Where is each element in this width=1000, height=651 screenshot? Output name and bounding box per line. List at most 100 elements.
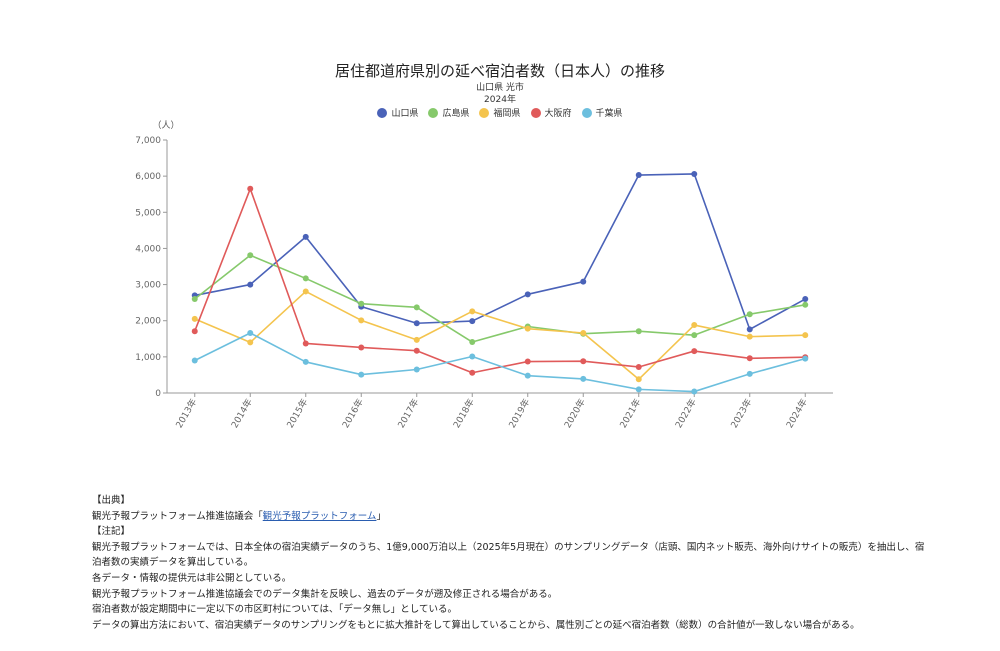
data-point bbox=[635, 386, 642, 393]
data-point bbox=[191, 296, 198, 303]
series-line-3 bbox=[194, 290, 806, 381]
data-point bbox=[524, 372, 531, 379]
data-point bbox=[247, 339, 254, 346]
note-line-5: データの算出方法において、宿泊実績データのサンプリングをもとに拡大推計をして算出… bbox=[92, 619, 860, 631]
source-line: 観光予報プラットフォーム推進協議会「観光予報プラットフォーム」 bbox=[92, 509, 932, 525]
legend-item-hiroshima[interactable]: 広島県 bbox=[428, 106, 469, 119]
data-point bbox=[524, 325, 531, 332]
data-point bbox=[580, 278, 587, 285]
data-point bbox=[247, 185, 254, 192]
data-point bbox=[635, 376, 642, 383]
legend-marker bbox=[377, 107, 388, 118]
data-point bbox=[302, 340, 309, 347]
note-line-1: 観光予報プラットフォームでは、日本全体の宿泊実績データのうち、1億9,000万泊… bbox=[92, 541, 925, 569]
x-tick-label: 2013年 bbox=[173, 397, 199, 431]
y-tick-label: 0 bbox=[155, 389, 161, 399]
legend-label: 福岡県 bbox=[493, 109, 521, 119]
data-point bbox=[635, 172, 642, 179]
data-point bbox=[302, 288, 309, 295]
legend-label: 広島県 bbox=[442, 109, 470, 119]
data-point bbox=[413, 304, 420, 311]
data-point bbox=[413, 336, 420, 343]
data-point bbox=[191, 315, 198, 322]
data-point bbox=[247, 281, 254, 288]
data-point bbox=[413, 366, 420, 373]
data-point bbox=[302, 233, 309, 240]
data-point bbox=[247, 252, 254, 259]
data-point bbox=[247, 330, 254, 337]
x-tick-label: 2014年 bbox=[229, 397, 255, 431]
data-point bbox=[469, 318, 476, 325]
data-point bbox=[191, 328, 198, 335]
y-tick-label: 4,000 bbox=[135, 244, 161, 254]
data-point bbox=[413, 347, 420, 354]
notes-heading: 【注記】 bbox=[92, 526, 131, 538]
x-tick-label: 2022年 bbox=[673, 397, 699, 431]
legend-marker bbox=[530, 107, 541, 118]
legend-marker bbox=[581, 107, 592, 118]
data-point bbox=[358, 317, 365, 324]
data-point bbox=[802, 332, 809, 339]
data-point bbox=[635, 363, 642, 370]
data-point bbox=[635, 328, 642, 335]
data-point bbox=[802, 296, 809, 303]
y-axis-unit-label: （人） bbox=[152, 120, 179, 131]
data-point bbox=[746, 370, 753, 377]
series-line-2 bbox=[194, 254, 806, 343]
data-point bbox=[802, 355, 809, 362]
x-tick-label: 2015年 bbox=[284, 397, 310, 431]
chart-legend: 山口県 広島県 福岡県 大阪府 千葉県 bbox=[0, 106, 1000, 119]
legend-item-chiba[interactable]: 千葉県 bbox=[581, 106, 623, 119]
line-chart: （人） 0 1,000 2,000 3,000 4,000 5,000 6,000 7,000 2… bbox=[135, 120, 833, 431]
x-tick-label: 2017年 bbox=[395, 397, 421, 431]
data-point bbox=[358, 300, 365, 307]
legend-item-yamaguchi[interactable]: 山口県 bbox=[377, 106, 418, 119]
legend-label: 山口県 bbox=[391, 109, 419, 119]
note-line-3: 観光予報プラットフォーム推進協議会でのデータ集計を反映し、過去のデータが遡及修正… bbox=[92, 588, 558, 600]
source-text: 観光予報プラットフォーム推進協議会「 bbox=[92, 510, 263, 522]
chart-subtitle-area: 山口県 光市 bbox=[476, 83, 524, 93]
data-point bbox=[691, 332, 698, 339]
data-point bbox=[746, 311, 753, 318]
y-tick-label: 6,000 bbox=[135, 172, 161, 182]
notes-section: 【出典】 観光予報プラットフォーム推進協議会「観光予報プラットフォーム」 【注記… bbox=[92, 493, 932, 633]
data-point bbox=[302, 358, 309, 365]
x-tick-label: 2019年 bbox=[506, 397, 532, 431]
legend-item-fukuoka[interactable]: 福岡県 bbox=[479, 106, 521, 119]
x-tick-label: 2016年 bbox=[340, 397, 366, 431]
x-tick-label: 2023年 bbox=[728, 397, 754, 431]
note-line-4: 宿泊者数が設定期間中に一定以下の市区町村については、「データ無し」としている。 bbox=[92, 604, 457, 616]
y-tick-label: 5,000 bbox=[135, 208, 161, 218]
y-tick-label: 3,000 bbox=[135, 281, 161, 291]
x-tick-label: 2020年 bbox=[562, 397, 588, 431]
data-point bbox=[469, 353, 476, 360]
data-point bbox=[191, 357, 198, 364]
data-point bbox=[802, 301, 809, 308]
series-line-4 bbox=[194, 187, 806, 374]
y-tick-label: 7,000 bbox=[135, 136, 161, 146]
series-line-5 bbox=[194, 332, 806, 393]
legend-label: 千葉県 bbox=[595, 109, 623, 119]
data-point bbox=[691, 348, 698, 355]
data-point bbox=[746, 326, 753, 333]
legend-marker bbox=[479, 107, 490, 118]
data-point bbox=[469, 369, 476, 376]
x-tick-label: 2024年 bbox=[784, 397, 810, 431]
legend-label: 大阪府 bbox=[544, 109, 572, 119]
legend-item-osaka[interactable]: 大阪府 bbox=[530, 106, 572, 119]
data-point bbox=[524, 291, 531, 298]
series-line-1 bbox=[194, 173, 806, 331]
data-point bbox=[746, 355, 753, 362]
chart-subtitle-year: 2024年 bbox=[484, 95, 516, 105]
data-point bbox=[358, 371, 365, 378]
data-point bbox=[358, 344, 365, 351]
source-heading: 【出典】 bbox=[92, 495, 131, 506]
y-tick-label: 1,000 bbox=[135, 353, 161, 363]
data-point bbox=[524, 358, 531, 365]
x-tick-label: 2018年 bbox=[451, 397, 477, 431]
data-point bbox=[302, 275, 309, 282]
y-tick-label: 2,000 bbox=[135, 317, 161, 327]
data-point bbox=[691, 322, 698, 329]
source-link[interactable]: 観光予報プラットフォーム bbox=[262, 510, 377, 522]
chart-title: 居住都道府県別の延べ宿泊者数（日本人）の推移 bbox=[334, 62, 665, 80]
